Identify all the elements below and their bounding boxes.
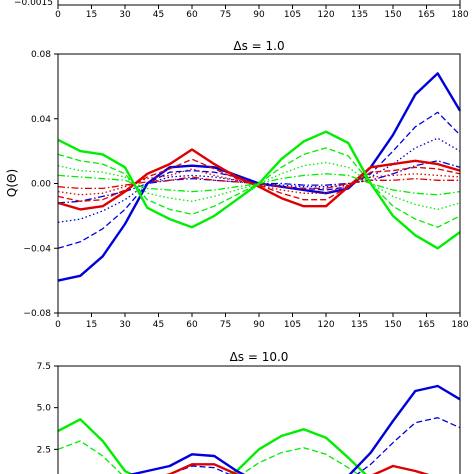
panel-bottom-series [57, 384, 461, 474]
y-axis-label: Q(Θ) [5, 169, 19, 197]
x-tick-label: 90 [253, 10, 265, 20]
x-tick-label: 90 [253, 320, 265, 330]
x-tick-label: 45 [153, 320, 164, 330]
y-tick-label: 0.04 [31, 115, 51, 125]
x-tick-label: 30 [119, 320, 131, 330]
series-blue-solid [128, 384, 461, 474]
x-tick-label: 0 [55, 320, 61, 330]
x-tick-label: 60 [186, 320, 198, 330]
series-green-dotted [57, 161, 461, 211]
series-blue-dashed [167, 417, 461, 474]
series-blue-solid [57, 72, 462, 282]
x-tick-label: 180 [451, 320, 468, 330]
series-red-solid [57, 148, 461, 211]
series-green-dashed [57, 440, 359, 474]
x-tick-label: 60 [186, 10, 198, 20]
panel-top-x-ticks: 0 15 30 45 60 75 90 105 120 135 150 165 180 [55, 5, 469, 20]
x-tick-label: 135 [351, 10, 368, 20]
x-tick-label: 105 [284, 320, 301, 330]
y-tick-label: 7.5 [37, 362, 51, 372]
x-tick-label: 150 [384, 320, 401, 330]
panel-middle-series [57, 72, 462, 282]
y-tick-label: −0.04 [23, 244, 51, 254]
y-tick-label: 5.0 [37, 404, 52, 414]
series-green-solid [57, 130, 461, 250]
series-red-solid [165, 463, 430, 474]
x-tick-label: 105 [284, 10, 301, 20]
y-tick-label: 0.00 [31, 180, 51, 190]
partial-y-tick-label: −0.0015 [14, 0, 53, 8]
x-tick-label: 150 [384, 10, 401, 20]
y-tick-label: 2.5 [37, 445, 51, 455]
x-tick-label: 120 [317, 320, 334, 330]
series-green-dashdot [57, 173, 461, 196]
panel-middle: Δs = 1.0 0.08 0.04 0.00 −0.04 −0.08 0 15 30 45 60… [5, 39, 469, 330]
x-tick-label: 0 [55, 10, 61, 20]
panel-bottom-ticks: 7.5 5.0 2.5 [37, 362, 58, 455]
x-tick-label: 165 [418, 10, 435, 20]
panel-middle-frame [57, 53, 461, 314]
x-tick-label: 45 [153, 10, 164, 20]
x-tick-label: 135 [351, 320, 368, 330]
y-tick-label: 0.08 [31, 50, 51, 60]
series-red-dotted [57, 168, 461, 196]
panel-bottom: Δs = 10.0 7.5 5.0 2.5 [37, 350, 461, 474]
x-tick-label: 30 [119, 10, 131, 20]
panel-bottom-title: Δs = 10.0 [230, 350, 289, 364]
x-tick-label: 120 [317, 10, 334, 20]
x-tick-label: 75 [220, 320, 231, 330]
panel-middle-title: Δs = 1.0 [233, 39, 284, 53]
panel-top: −0.0015 0 15 30 45 60 75 90 105 120 135 150 165 180 [14, 0, 469, 20]
x-tick-label: 15 [86, 320, 97, 330]
series-green-solid [57, 418, 367, 474]
x-tick-label: 165 [418, 320, 435, 330]
x-tick-label: 15 [86, 10, 97, 20]
y-tick-label: −0.08 [23, 309, 51, 319]
panel-middle-ticks: 0.08 0.04 0.00 −0.04 −0.08 0 15 30 45 60 75 90 105 12… [23, 50, 468, 330]
x-tick-label: 180 [451, 10, 468, 20]
x-tick-label: 75 [220, 10, 231, 20]
